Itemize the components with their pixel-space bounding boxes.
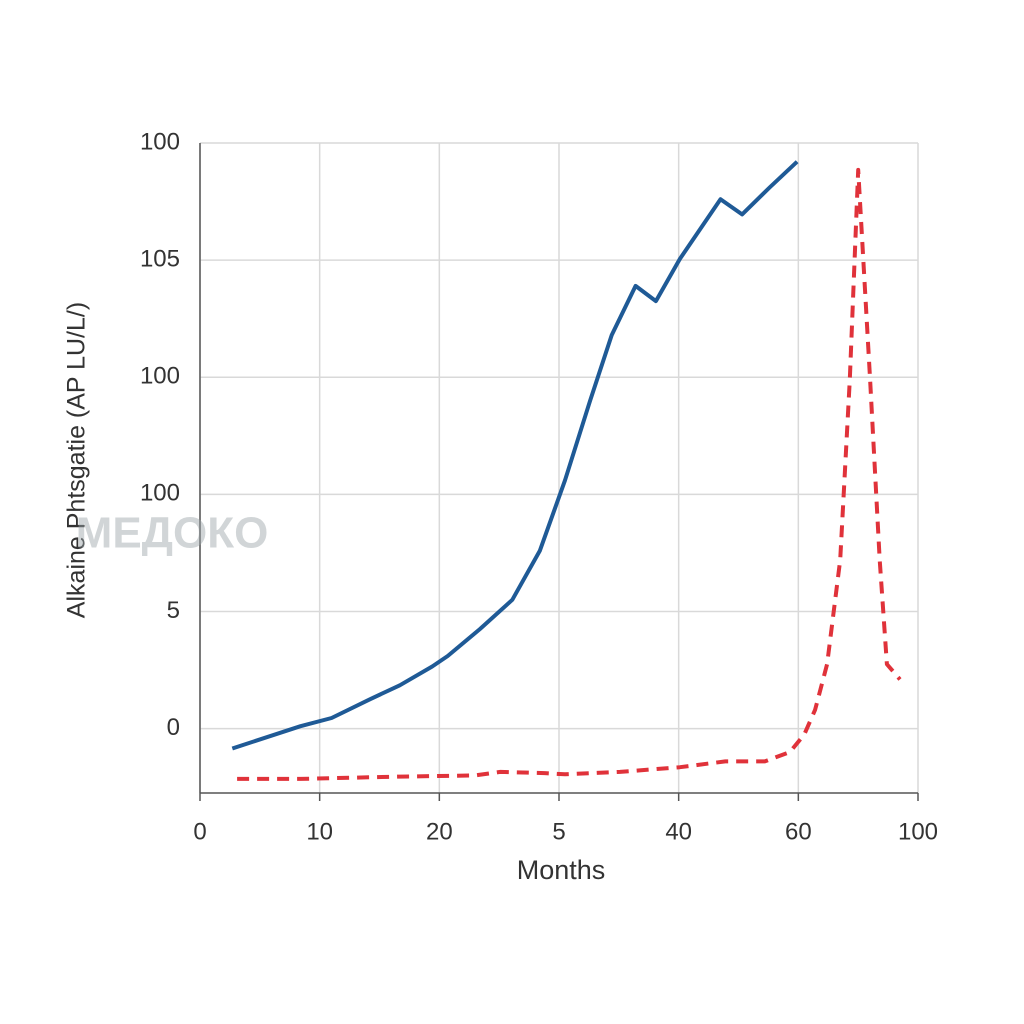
x-tick-label: 5 [552,818,565,845]
x-tick-label: 10 [306,818,333,845]
series-line [237,167,902,781]
y-tick-label: 105 [140,245,180,272]
y-axis-label: Alkaine Phtsgatie (AP LU/L/) [63,302,91,618]
y-tick-label: 5 [167,597,180,624]
watermark: МЕДОКО [76,509,269,558]
x-tick-label: 20 [426,818,453,845]
x-tick-label: 0 [193,818,206,845]
x-tick-label: 100 [898,818,938,845]
y-tick-label: 100 [140,480,180,507]
x-axis-label: Months [517,855,606,885]
lines [231,160,902,781]
y-tick-label: 0 [167,714,180,741]
x-tick-label: 60 [785,818,812,845]
y-tick-label: 100 [140,128,180,155]
y-tick-label: 100 [140,363,180,390]
series-line [231,160,799,751]
x-tick-label: 40 [665,818,692,845]
